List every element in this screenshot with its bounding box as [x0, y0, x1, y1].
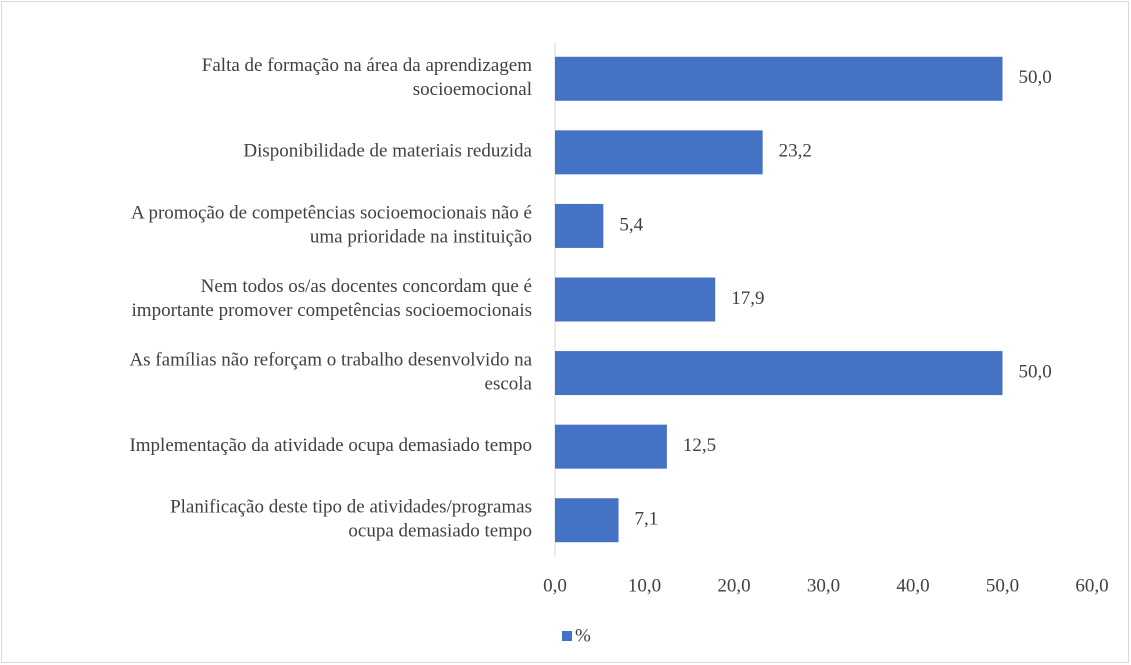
- y-tick-label: ocupa demasiado tempo: [348, 521, 532, 542]
- bar: [555, 424, 667, 469]
- y-tick-label: escola: [485, 373, 533, 394]
- y-tick-label: socioemocional: [413, 79, 532, 100]
- x-tick-label: 50,0: [986, 575, 1019, 596]
- y-tick-label: Disponibilidade de materiais reduzida: [243, 141, 532, 162]
- data-label: 23,2: [779, 141, 812, 162]
- data-label: 50,0: [1019, 67, 1052, 88]
- data-label: 7,1: [635, 509, 659, 530]
- y-tick-label: importante promover competências socioem…: [132, 300, 532, 321]
- y-tick-label: As famílias não reforçam o trabalho dese…: [129, 349, 532, 370]
- x-tick-label: 60,0: [1075, 575, 1108, 596]
- x-tick-label: 10,0: [628, 575, 661, 596]
- y-tick-label: A promoção de competências socioemociona…: [131, 202, 532, 223]
- data-label: 5,4: [619, 214, 643, 235]
- data-label: 17,9: [731, 288, 764, 309]
- x-tick-label: 40,0: [896, 575, 929, 596]
- bar: [555, 203, 604, 248]
- bar: [555, 130, 763, 175]
- y-tick-label: Implementação da atividade ocupa demasia…: [129, 435, 532, 456]
- bar: [555, 351, 1003, 396]
- data-label: 12,5: [683, 435, 716, 456]
- bar: [555, 277, 716, 322]
- bar: [555, 498, 619, 543]
- y-tick-label: uma prioridade na instituição: [310, 226, 532, 247]
- bar: [555, 56, 1003, 101]
- x-tick-label: 20,0: [717, 575, 750, 596]
- x-tick-label: 0,0: [543, 575, 567, 596]
- legend-swatch: [562, 631, 572, 641]
- x-tick-label: 30,0: [807, 575, 840, 596]
- legend-label: %: [575, 625, 591, 646]
- data-label: 50,0: [1019, 361, 1052, 382]
- y-tick-label: Falta de formação na área da aprendizage…: [202, 55, 532, 76]
- y-tick-label: Nem todos os/as docentes concordam que é: [201, 276, 532, 297]
- y-tick-label: Planificação deste tipo de atividades/pr…: [170, 497, 532, 518]
